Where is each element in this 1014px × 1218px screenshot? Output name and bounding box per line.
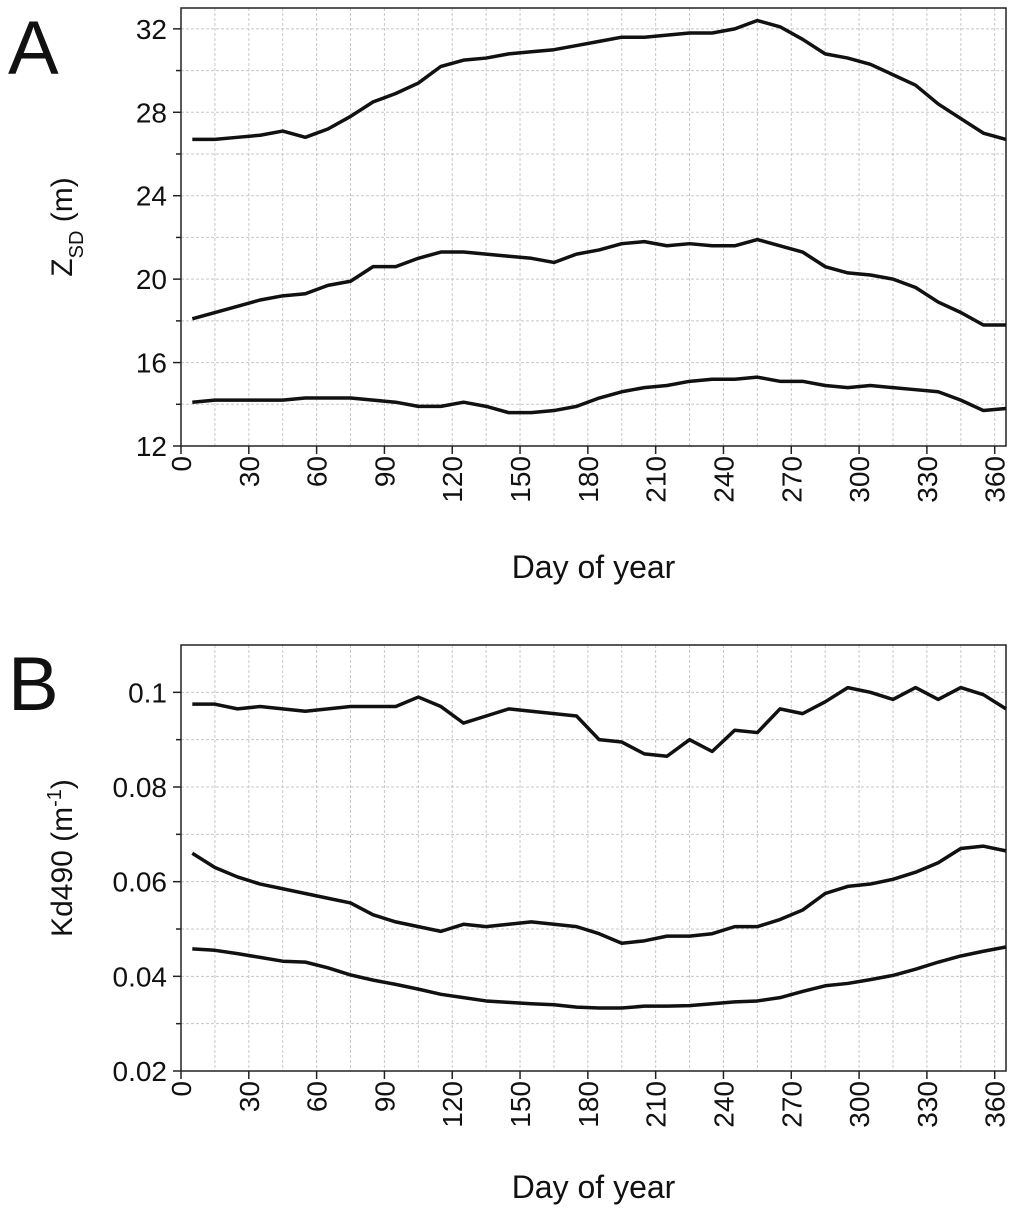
- x-tick-label: 120: [437, 1081, 468, 1128]
- y-axis-label-part: SD: [66, 231, 88, 259]
- x-tick-label: 210: [641, 456, 672, 503]
- x-tick-label: 180: [573, 1081, 604, 1128]
- data-line: [192, 685, 1007, 758]
- x-tick-label: 150: [505, 456, 536, 503]
- y-tick-label: 0.04: [113, 961, 168, 992]
- data-line: [192, 18, 1007, 142]
- x-tick-label: 270: [776, 456, 807, 503]
- data-line: [191, 844, 1007, 945]
- y-axis-label-part: Kd490 (m: [46, 807, 79, 937]
- plot-frame: [180, 7, 1007, 447]
- x-tick-label: 240: [708, 1081, 739, 1128]
- x-tick-label: 150: [505, 1081, 536, 1128]
- y-axis-label: ZSD (m): [46, 177, 88, 276]
- x-axis-label: Day of year: [512, 1169, 676, 1205]
- y-tick-label: 32: [136, 14, 167, 45]
- x-tick-label: 300: [844, 1081, 875, 1128]
- x-tick-label: 120: [437, 456, 468, 503]
- y-tick-label: 12: [136, 431, 167, 462]
- x-tick-label: 90: [369, 456, 400, 487]
- data-line: [191, 237, 1006, 327]
- y-tick-label: 16: [136, 348, 167, 379]
- y-axis-label-part: -1: [44, 789, 66, 807]
- y-tick-label: 20: [136, 264, 167, 295]
- x-tick-label: 240: [708, 456, 739, 503]
- x-axis-label: Day of year: [512, 549, 676, 585]
- x-tick-label: 180: [573, 456, 604, 503]
- y-tick-label: 0.06: [113, 867, 168, 898]
- x-tick-label: 360: [980, 1081, 1011, 1128]
- plot-frame: [180, 644, 1007, 1072]
- y-axis-label-part: ): [46, 779, 79, 789]
- y-tick-label: 0.08: [113, 772, 168, 803]
- y-tick-label: 0.02: [113, 1056, 168, 1087]
- data-line: [192, 375, 1007, 415]
- x-tick-label: 60: [302, 456, 333, 487]
- x-tick-label: 360: [980, 456, 1011, 503]
- data-line: [192, 945, 1007, 1010]
- x-tick-label: 210: [641, 1081, 672, 1128]
- x-tick-label: 270: [776, 1081, 807, 1128]
- panel-label: A: [8, 6, 59, 91]
- x-tick-label: 60: [302, 1081, 333, 1112]
- y-tick-label: 0.1: [128, 677, 167, 708]
- x-tick-label: 0: [166, 1081, 197, 1097]
- x-tick-label: 0: [166, 456, 197, 472]
- x-tick-label: 330: [912, 1081, 943, 1128]
- x-tick-label: 30: [234, 1081, 265, 1112]
- y-axis-label-part: (m): [46, 177, 79, 230]
- x-tick-label: 330: [912, 456, 943, 503]
- y-axis-label-part: Z: [46, 258, 79, 276]
- panel-label: B: [8, 642, 59, 727]
- y-tick-label: 24: [136, 181, 167, 212]
- y-tick-label: 28: [136, 97, 167, 128]
- x-tick-label: 30: [234, 456, 265, 487]
- x-tick-label: 90: [369, 1081, 400, 1112]
- x-tick-label: 300: [844, 456, 875, 503]
- y-axis-label: Kd490 (m-1): [44, 779, 79, 937]
